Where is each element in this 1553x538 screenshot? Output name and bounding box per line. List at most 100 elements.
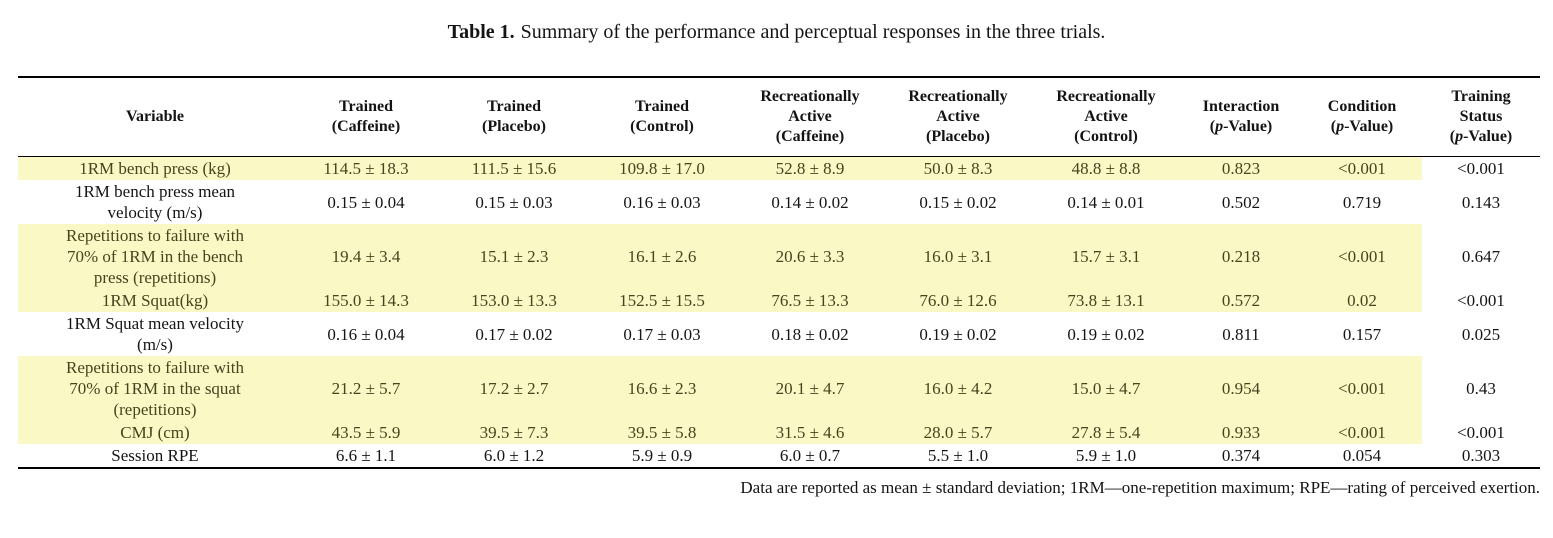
table-cell: <0.001 — [1302, 224, 1422, 289]
header-row: Variable Trained (Caffeine) Trained (Placebo… — [18, 77, 1540, 157]
table-cell: 73.8 ± 13.1 — [1032, 289, 1180, 312]
row-label: CMJ (cm) — [18, 421, 292, 444]
table-cell: 5.9 ± 1.0 — [1075, 446, 1137, 465]
table-cell: 0.811 — [1222, 324, 1260, 344]
table-cell: 0.43 — [1466, 379, 1496, 398]
column-header-training-status-p: Training Status (p-Value) — [1422, 77, 1540, 157]
table-row: Session RPE 6.6 ± 1.1 6.0 ± 1.2 5.9 ± 0.9 6.… — [18, 444, 1540, 468]
table-caption: Table 1. Summary of the performance and p… — [0, 0, 1553, 45]
table-cell: 0.933 — [1180, 421, 1302, 444]
table-cell: 15.0 ± 4.7 — [1032, 356, 1180, 421]
table-cell: <0.001 — [1457, 159, 1505, 178]
column-header-variable: Variable — [18, 77, 292, 157]
table-cell: 0.954 — [1180, 356, 1302, 421]
column-header-trained-control: Trained (Control) — [588, 77, 736, 157]
table-cell: 6.0 ± 0.7 — [779, 446, 841, 465]
table-cell: 16.1 ± 2.6 — [588, 224, 736, 289]
table-cell: 0.647 — [1461, 247, 1501, 266]
table-cell: 20.6 ± 3.3 — [736, 224, 884, 289]
table-body: 1RM bench press (kg) 114.5 ± 18.3 111.5 ± … — [18, 156, 1540, 469]
table-cell: 21.2 ± 5.7 — [292, 356, 440, 421]
table-cell: 17.2 ± 2.7 — [440, 356, 588, 421]
row-label: Repetitions to failure with 70% of 1RM i… — [18, 356, 292, 421]
table-caption-label: Table 1. — [447, 21, 515, 43]
table-cell: <0.001 — [1457, 291, 1505, 310]
table-row: 1RM Squat(kg) 155.0 ± 14.3 153.0 ± 13.3 152… — [18, 289, 1540, 312]
table-cell: 16.6 ± 2.3 — [588, 356, 736, 421]
table-cell: 5.9 ± 0.9 — [631, 446, 693, 465]
row-label: Repetitions to failure with 70% of 1RM i… — [18, 224, 292, 289]
table-cell: 0.303 — [1461, 446, 1501, 465]
table-cell: 0.143 — [1461, 192, 1501, 212]
table-cell: 0.16 ± 0.03 — [623, 192, 701, 212]
table-cell: 0.02 — [1302, 289, 1422, 312]
table-cell: 155.0 ± 14.3 — [292, 289, 440, 312]
table-cell: 0.15 ± 0.02 — [919, 192, 997, 212]
table-row: Repetitions to failure with 70% of 1RM i… — [18, 356, 1540, 421]
row-label: 1RM bench press mean velocity (m/s) — [74, 182, 236, 222]
table-cell: 52.8 ± 8.9 — [736, 156, 884, 180]
table-cell: <0.001 — [1302, 356, 1422, 421]
table-cell: <0.001 — [1302, 421, 1422, 444]
table-cell: 0.157 — [1342, 324, 1382, 344]
table-cell: 0.15 ± 0.03 — [475, 192, 553, 212]
table-cell: 16.0 ± 4.2 — [884, 356, 1032, 421]
table-cell: 0.17 ± 0.03 — [623, 324, 701, 344]
row-label: 1RM Squat(kg) — [18, 289, 292, 312]
table-cell: 0.19 ± 0.02 — [1067, 324, 1145, 344]
table-header: Variable Trained (Caffeine) Trained (Placebo… — [18, 77, 1540, 157]
column-header-trained-placebo: Trained (Placebo) — [440, 77, 588, 157]
table-cell: 19.4 ± 3.4 — [292, 224, 440, 289]
table-cell: 76.5 ± 13.3 — [736, 289, 884, 312]
table-cell: 0.15 ± 0.04 — [327, 192, 405, 212]
column-header-trained-caffeine: Trained (Caffeine) — [292, 77, 440, 157]
row-label: 1RM Squat mean velocity (m/s) — [65, 314, 244, 354]
table-cell: 153.0 ± 13.3 — [440, 289, 588, 312]
table-row: CMJ (cm) 43.5 ± 5.9 39.5 ± 7.3 39.5 ± 5.8 31… — [18, 421, 1540, 444]
table-cell: 0.19 ± 0.02 — [919, 324, 997, 344]
table-cell: 6.6 ± 1.1 — [335, 446, 397, 465]
column-header-rec-active-caffeine: Recreationally Active (Caffeine) — [736, 77, 884, 157]
table-cell: 0.16 ± 0.04 — [327, 324, 405, 344]
table-cell: 16.0 ± 3.1 — [884, 224, 1032, 289]
table-cell: 5.5 ± 1.0 — [927, 446, 989, 465]
table-cell: 39.5 ± 7.3 — [440, 421, 588, 444]
table-cell: 20.1 ± 4.7 — [736, 356, 884, 421]
table-cell: 0.18 ± 0.02 — [771, 324, 849, 344]
table-cell: 0.719 — [1342, 192, 1382, 212]
table-cell: 0.572 — [1180, 289, 1302, 312]
table-cell: 0.14 ± 0.01 — [1067, 192, 1145, 212]
table-row: 1RM bench press (kg) 114.5 ± 18.3 111.5 ± … — [18, 156, 1540, 180]
column-header-interaction-p: Interaction (p-Value) — [1180, 77, 1302, 157]
table-cell: 6.0 ± 1.2 — [483, 446, 545, 465]
table-cell: 0.054 — [1342, 446, 1382, 465]
row-label: 1RM bench press (kg) — [18, 156, 292, 180]
table-cell: 0.823 — [1180, 156, 1302, 180]
table-cell: 39.5 ± 5.8 — [588, 421, 736, 444]
table-cell: 76.0 ± 12.6 — [884, 289, 1032, 312]
table-cell: 43.5 ± 5.9 — [292, 421, 440, 444]
table-caption-text: Summary of the performance and perceptua… — [520, 21, 1106, 43]
table-cell: 27.8 ± 5.4 — [1032, 421, 1180, 444]
column-header-condition-p: Condition (p-Value) — [1302, 77, 1422, 157]
table-row: 1RM Squat mean velocity (m/s) 0.16 ± 0.04… — [18, 312, 1540, 356]
column-header-rec-active-placebo: Recreationally Active (Placebo) — [884, 77, 1032, 157]
table-cell: 50.0 ± 8.3 — [884, 156, 1032, 180]
table-cell: 0.17 ± 0.02 — [475, 324, 553, 344]
table-cell: 0.218 — [1180, 224, 1302, 289]
table-cell: 48.8 ± 8.8 — [1032, 156, 1180, 180]
table-cell: 15.7 ± 3.1 — [1032, 224, 1180, 289]
table-cell: 0.025 — [1461, 324, 1501, 344]
column-header-rec-active-control: Recreationally Active (Control) — [1032, 77, 1180, 157]
table-cell: 0.502 — [1221, 192, 1261, 212]
table-cell: 28.0 ± 5.7 — [884, 421, 1032, 444]
table-footnote: Data are reported as mean ± standard dev… — [740, 478, 1540, 497]
table-cell: 109.8 ± 17.0 — [588, 156, 736, 180]
table-cell: <0.001 — [1457, 423, 1505, 442]
table-cell: <0.001 — [1302, 156, 1422, 180]
row-label: Session RPE — [111, 446, 199, 465]
table-cell: 111.5 ± 15.6 — [440, 156, 588, 180]
table-cell: 0.14 ± 0.02 — [771, 192, 849, 212]
table-cell: 152.5 ± 15.5 — [588, 289, 736, 312]
